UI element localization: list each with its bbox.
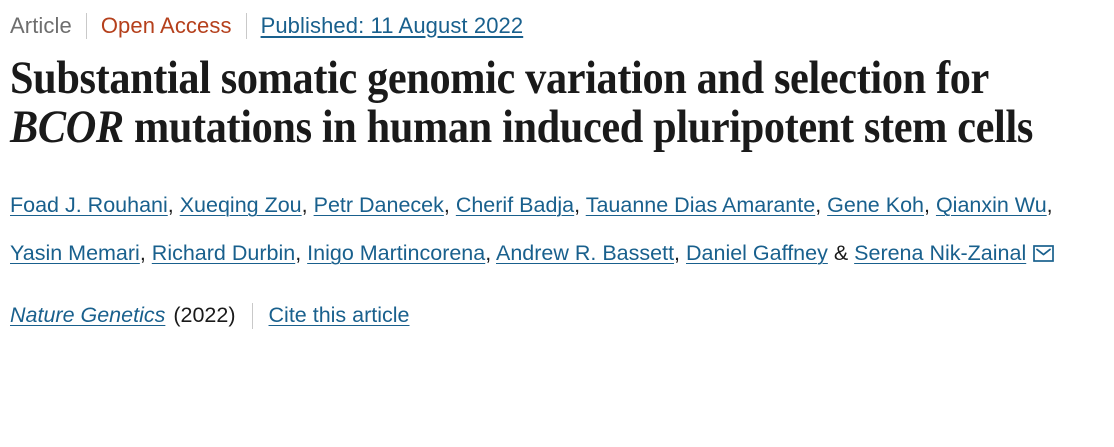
author-separator: , (167, 193, 180, 217)
author-link[interactable]: Inigo Martincorena (307, 241, 486, 265)
article-type-label: Article (10, 12, 72, 38)
author-link[interactable]: Cherif Badja (455, 193, 575, 217)
author-link[interactable]: Foad J. Rouhani (10, 193, 168, 217)
author-link[interactable]: Daniel Gaffney (686, 241, 828, 265)
open-access-badge: Open Access (100, 12, 232, 38)
cite-article-link[interactable]: Cite this article (268, 303, 410, 328)
author-separator: , (574, 193, 586, 217)
author-separator: , (923, 193, 936, 217)
envelope-icon[interactable] (1033, 245, 1055, 262)
journal-name-link[interactable]: Nature Genetics (10, 303, 166, 328)
author-separator: , (139, 241, 152, 265)
journal-citation-row: Nature Genetics (2022) Cite this article (10, 277, 1104, 329)
author-separator: , (1046, 193, 1053, 217)
author-link[interactable]: Petr Danecek (313, 193, 444, 217)
author-separator: , (674, 241, 686, 265)
meta-divider-2 (245, 12, 247, 39)
author-separator: , (443, 193, 456, 217)
page-title: Substantial somatic genomic variation an… (10, 42, 1103, 152)
author-separator: , (295, 241, 308, 265)
author-separator: , (301, 193, 314, 217)
author-link-corresponding[interactable]: Serena Nik-Zainal (854, 241, 1027, 265)
author-link[interactable]: Tauanne Dias Amarante (585, 193, 816, 217)
author-link[interactable]: Yasin Memari (10, 241, 140, 265)
author-separator: , (485, 241, 496, 265)
journal-divider (251, 303, 253, 329)
article-meta-bar: Article Open Access Published: 11 August… (10, 0, 1104, 42)
title-gene-name: BCOR (10, 101, 124, 153)
publication-year: (2022) (173, 303, 236, 328)
author-final-separator: & (827, 241, 855, 265)
author-link[interactable]: Gene Koh (827, 193, 924, 217)
author-link[interactable]: Qianxin Wu (935, 193, 1047, 217)
author-list: Foad J. Rouhani, Xueqing Zou, Petr Danec… (10, 152, 1104, 277)
author-link[interactable]: Xueqing Zou (179, 193, 302, 217)
author-separator: , (815, 193, 828, 217)
meta-divider-1 (85, 12, 87, 39)
author-link[interactable]: Andrew R. Bassett (496, 241, 675, 265)
title-part-1: Substantial somatic genomic variation an… (10, 52, 989, 104)
author-link[interactable]: Richard Durbin (151, 241, 296, 265)
published-date-link[interactable]: Published: 11 August 2022 (260, 12, 524, 38)
title-part-2: mutations in human induced pluripotent s… (123, 101, 1033, 153)
